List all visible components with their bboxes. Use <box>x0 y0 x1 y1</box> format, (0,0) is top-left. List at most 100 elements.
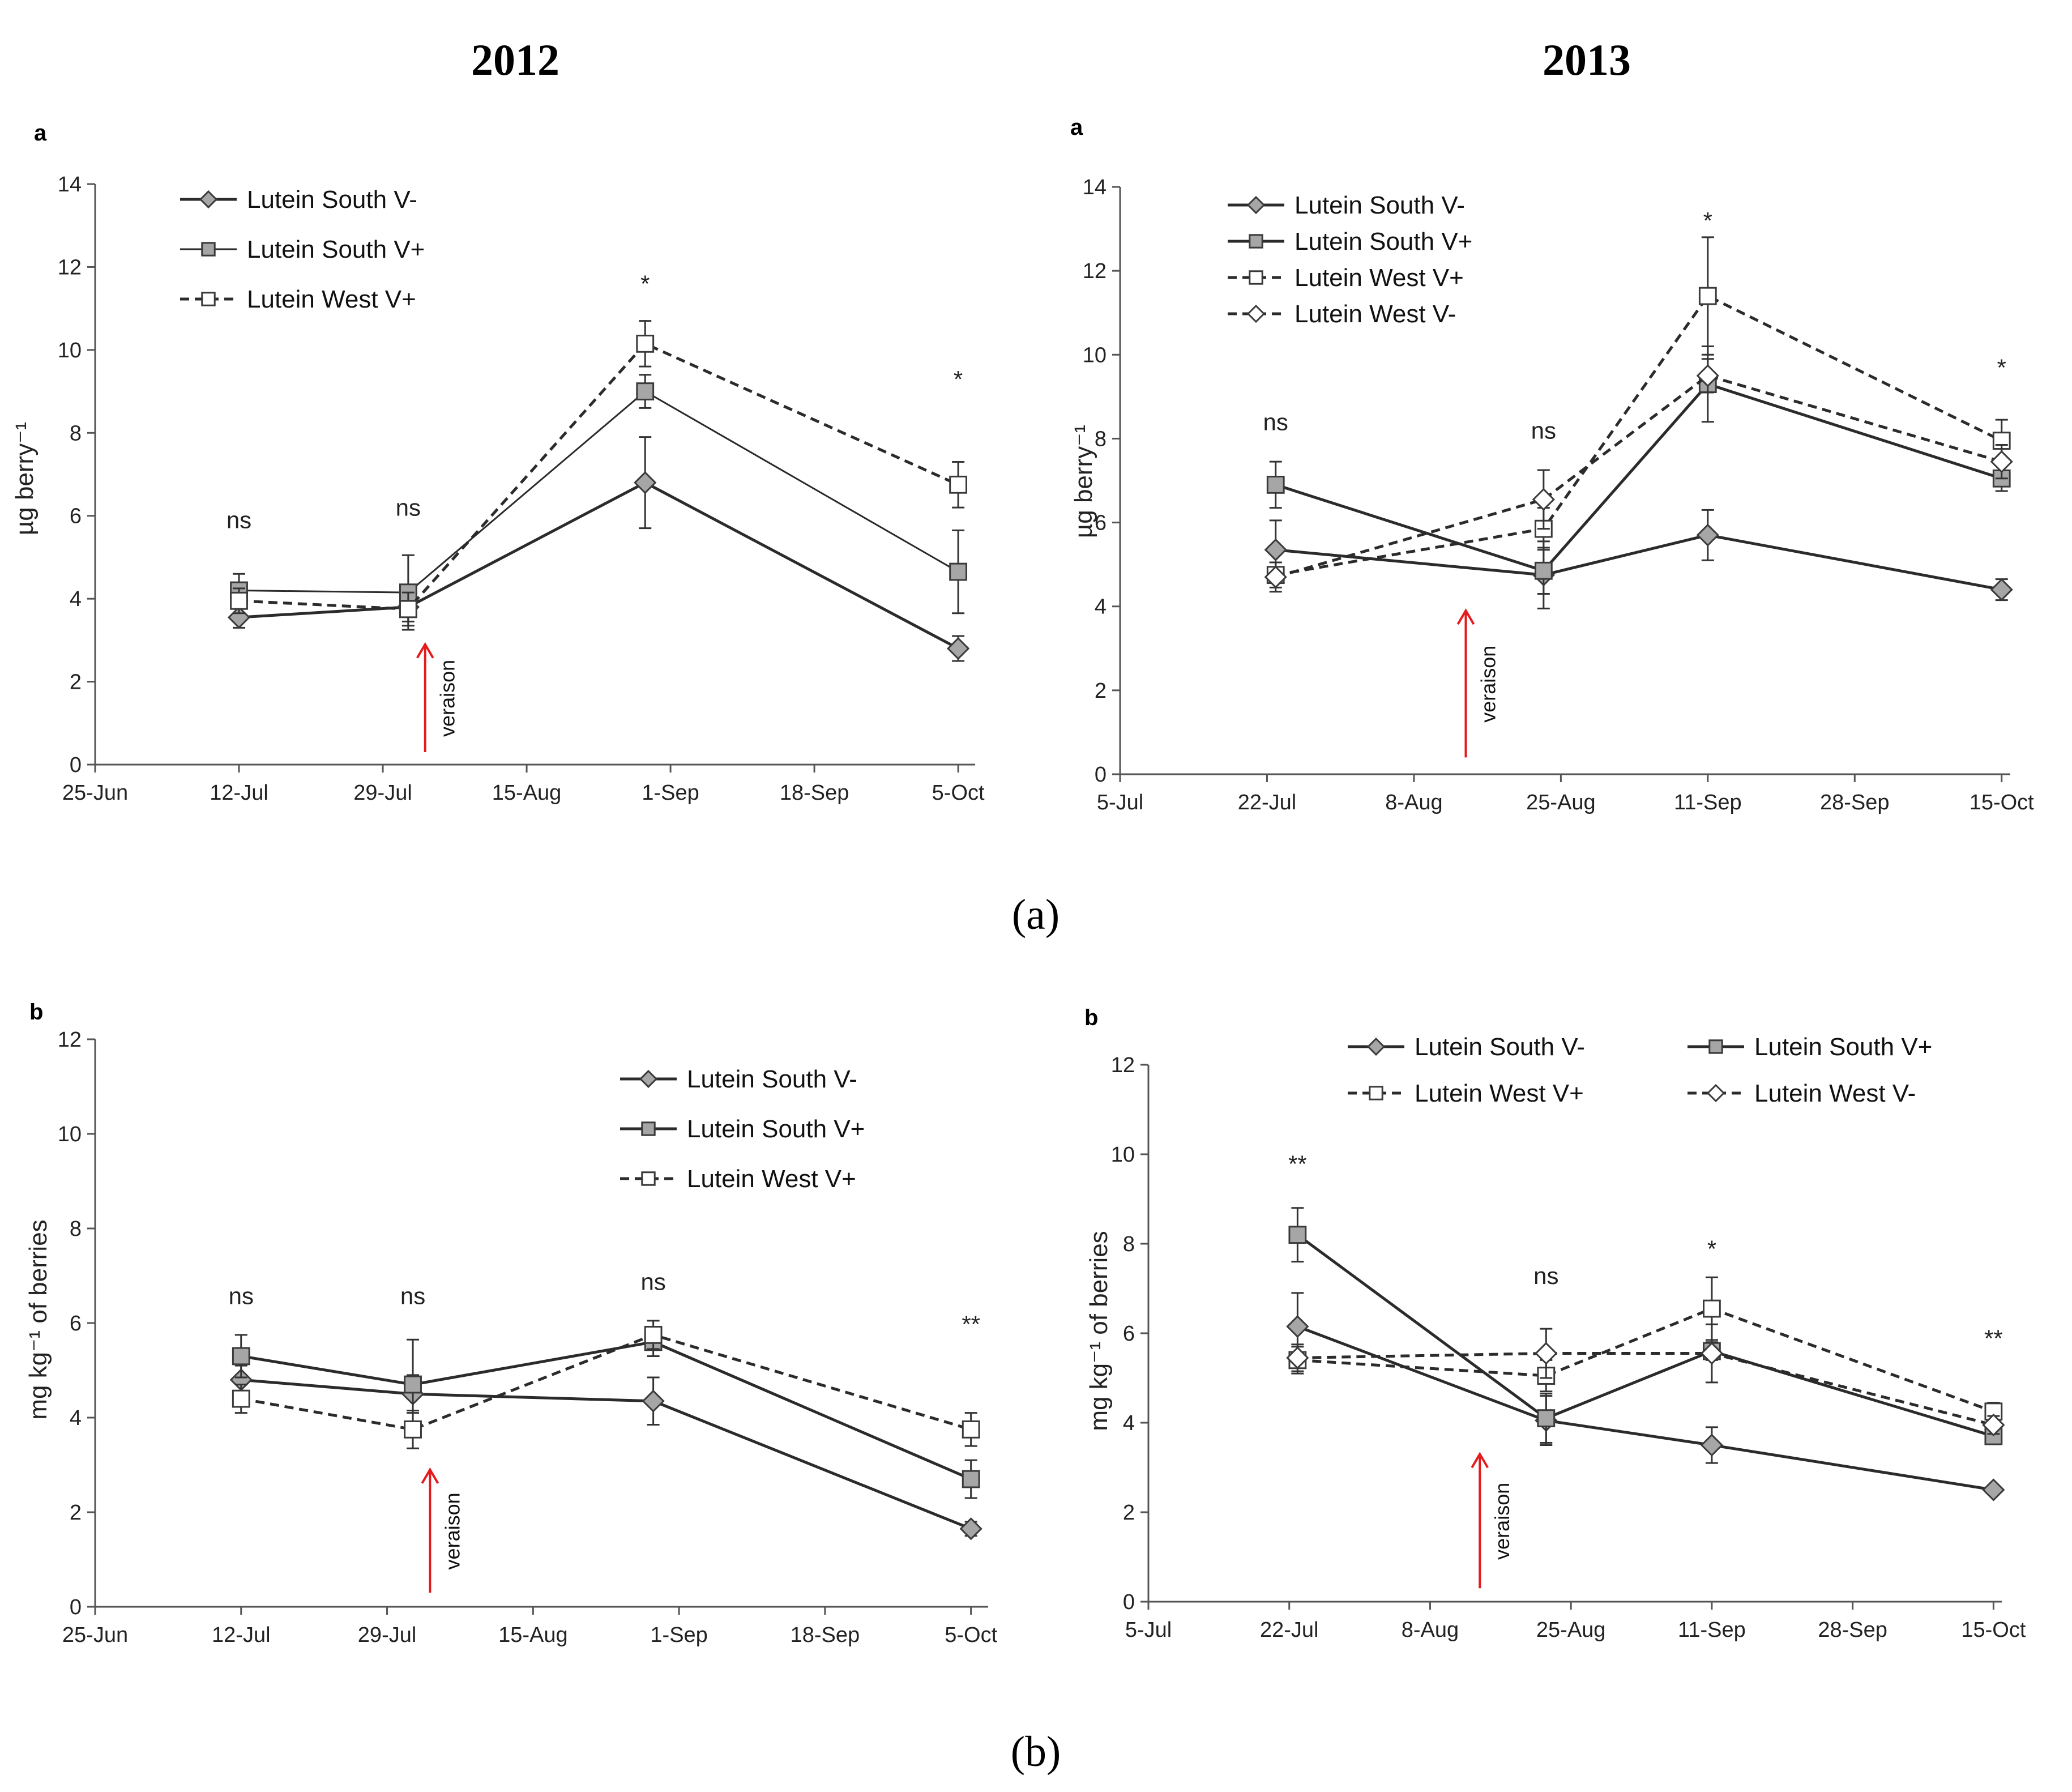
data-point <box>1286 1346 1309 1369</box>
series-lutein-south-vplus <box>1288 1207 2003 1445</box>
series-lutein-west-vplus <box>230 320 968 627</box>
veraison-arrowhead <box>1456 608 1475 625</box>
veraison-label: veraison <box>1476 646 1499 723</box>
chart-panel-a-2012: a 0 2 4 6 8 10 12 14 25-Jun 12-Jul 29-Jul 15-Aug 1-Se… <box>11 121 985 805</box>
y-tick-label: 6 <box>70 1312 82 1336</box>
series-line <box>1297 1325 1994 1491</box>
significance-label: * <box>1703 207 1712 234</box>
y-tick-label: 12 <box>1111 1053 1135 1077</box>
veraison-label: veraison <box>436 660 459 737</box>
legend-marker <box>1708 1039 1723 1054</box>
data-point <box>1698 287 1717 305</box>
x-tick-label: 25-Aug <box>1526 791 1596 814</box>
significance-label: ** <box>1984 1325 2003 1352</box>
legend-label: Lutein South V+ <box>687 1115 865 1143</box>
y-tick-label: 4 <box>70 587 82 611</box>
series-line <box>1275 374 2002 579</box>
data-point <box>636 334 655 353</box>
x-tick-label: 18-Sep <box>791 1623 860 1647</box>
y-tick-label: 6 <box>1123 1322 1135 1346</box>
x-tick-label: 5-Oct <box>932 781 985 805</box>
x-tick-label: 5-Jul <box>1097 791 1143 814</box>
legend: Lutein South V- Lutein South V+ Lutein Wes… <box>620 1065 865 1193</box>
x-tick-label: 28-Sep <box>1820 791 1890 814</box>
legend: Lutein South V- Lutein South V+ Lutein Wes… <box>1348 1033 1932 1107</box>
x-tick-label: 12-Jul <box>210 781 268 805</box>
significance-label: ** <box>1288 1151 1307 1177</box>
data-point <box>1286 1315 1309 1338</box>
x-tick-label: 12-Jul <box>212 1623 271 1647</box>
data-point <box>1982 1413 2005 1437</box>
data-point <box>1532 488 1555 511</box>
legend-label: Lutein West V- <box>1754 1080 1916 1107</box>
data-point <box>1696 523 1719 547</box>
legend-label: Lutein West V+ <box>1415 1080 1584 1107</box>
data-point <box>399 600 417 618</box>
legend-entry: Lutein West V- <box>1687 1080 1916 1107</box>
chart-panel-b-2012: b 0 2 4 6 8 10 12 25-Jun 12-Jul 29-Jul 15-Aug 1-Sep 1… <box>24 1000 998 1647</box>
x-tick-label: 25-Jun <box>62 781 128 805</box>
series-line <box>1275 294 2002 577</box>
x-tick-label: 25-Aug <box>1536 1618 1606 1642</box>
y-tick-label: 8 <box>1095 427 1107 451</box>
y-tick-label: 2 <box>1095 679 1107 703</box>
y-tick-label: 4 <box>70 1406 82 1430</box>
data-point <box>959 1517 982 1541</box>
legend-entry: Lutein South V- <box>1348 1033 1585 1061</box>
y-tick-label: 12 <box>58 1028 82 1052</box>
series-line <box>1275 382 2002 573</box>
legend-label: Lutein South V- <box>687 1065 857 1093</box>
significance-label: ** <box>962 1311 980 1338</box>
veraison-arrowhead <box>416 642 434 659</box>
significance-label: ns <box>396 494 421 521</box>
y-tick-label: 14 <box>58 173 82 197</box>
legend-marker <box>1246 304 1266 323</box>
data-point <box>404 1420 422 1439</box>
series-lutein-south-vminus <box>227 436 970 662</box>
data-point <box>636 382 655 400</box>
x-tick-label: 1-Sep <box>642 781 699 805</box>
significance-label: * <box>640 270 650 297</box>
legend-marker <box>1366 1037 1386 1056</box>
x-tick-label: 5-Jul <box>1125 1618 1172 1642</box>
legend-label: Lutein South V+ <box>1295 228 1472 255</box>
series-line <box>241 1378 972 1530</box>
legend-label: Lutein South V+ <box>247 236 425 263</box>
y-tick-label: 10 <box>1083 343 1107 367</box>
x-tick-label: 11-Sep <box>1674 791 1742 814</box>
y-tick-label: 4 <box>1095 595 1107 619</box>
panel-letter: a <box>34 121 47 146</box>
chart-panels: a 0 2 4 6 8 10 12 14 25-Jun 12-Jul 29-Jul 15-Aug 1-Se… <box>11 115 2034 1647</box>
data-point <box>1700 1433 1724 1457</box>
data-point <box>949 562 968 581</box>
y-tick-label: 0 <box>1095 763 1107 787</box>
series-lutein-south-vminus <box>1286 1292 2005 1501</box>
y-tick-label: 8 <box>1123 1232 1135 1256</box>
data-point <box>962 1420 980 1439</box>
legend-entry: Lutein South V- <box>1228 191 1465 219</box>
y-tick-label: 2 <box>70 1501 82 1525</box>
y-tick-label: 0 <box>70 1595 82 1619</box>
legend-marker <box>199 190 218 209</box>
y-tick-label: 10 <box>58 1123 82 1146</box>
x-tick-label: 28-Sep <box>1818 1618 1887 1642</box>
data-point <box>1990 578 2013 601</box>
series-lutein-west-vplus <box>1288 1276 2003 1422</box>
legend-entry: Lutein West V+ <box>180 285 416 313</box>
legend-label: Lutein West V- <box>1295 300 1456 328</box>
data-point <box>1288 1226 1307 1244</box>
legend-label: Lutein West V+ <box>1295 264 1464 292</box>
data-point <box>1264 565 1287 588</box>
significance-label: ns <box>400 1283 425 1309</box>
y-tick-label: 0 <box>1123 1590 1135 1614</box>
legend-label: Lutein South V- <box>1295 191 1465 219</box>
panel-letter: b <box>29 1000 43 1025</box>
legend-entry: Lutein South V+ <box>1228 228 1472 255</box>
legend-entry: Lutein South V+ <box>1687 1033 1932 1061</box>
data-point <box>962 1470 980 1488</box>
series-line <box>239 390 959 594</box>
legend-marker <box>1249 234 1263 249</box>
data-point <box>227 605 251 629</box>
legend: Lutein South V- Lutein South V+ Lutein Wes… <box>1228 191 1472 328</box>
